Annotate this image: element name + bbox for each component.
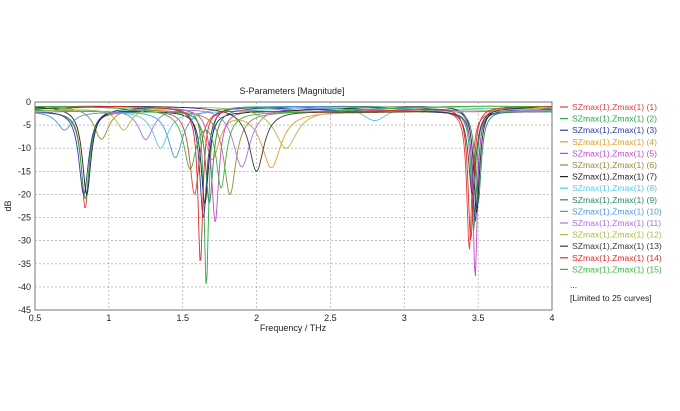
plot-area: [34, 101, 553, 311]
legend-entry: SZmax(1),Zmax(1) (8): [572, 183, 657, 193]
series-curve-11: [35, 108, 552, 168]
legend-entry: SZmax(1),Zmax(1) (10): [572, 206, 662, 216]
x-tick-label: 2.5: [324, 313, 337, 323]
x-tick-label: 2: [254, 313, 259, 323]
legend-entry: SZmax(1),Zmax(1) (11): [572, 218, 661, 228]
series-curve-9: [35, 105, 552, 205]
legend-entry: SZmax(1),Zmax(1) (15): [572, 264, 662, 274]
legend-entry: SZmax(1),Zmax(1) (5): [572, 148, 657, 158]
legend-entry: SZmax(1),Zmax(1) (7): [572, 172, 657, 182]
legend-entry: SZmax(1),Zmax(1) (1): [572, 102, 657, 112]
y-axis-label: dB: [3, 200, 13, 211]
x-tick-label: 3.5: [472, 313, 485, 323]
series-curve-4: [35, 106, 552, 169]
x-tick-label: 1: [106, 313, 111, 323]
legend-entry: SZmax(1),Zmax(1) (6): [572, 160, 657, 170]
y-tick-label: -25: [18, 213, 31, 223]
series-curve-12: [35, 106, 552, 149]
y-tick-label: -45: [18, 305, 31, 315]
y-tick-label: -15: [18, 166, 31, 176]
y-tick-label: -5: [23, 120, 31, 130]
x-tick-label: 4: [549, 313, 554, 323]
y-tick-label: -20: [18, 189, 31, 199]
y-tick-label: 0: [26, 97, 31, 107]
legend-entry: SZmax(1),Zmax(1) (13): [572, 241, 662, 251]
x-tick-label: 1.5: [176, 313, 189, 323]
series-curve-14: [35, 105, 552, 262]
legend-entry: SZmax(1),Zmax(1) (2): [572, 114, 657, 124]
series-curve-15: [35, 105, 552, 190]
curves: [35, 105, 552, 285]
legend-entry: SZmax(1),Zmax(1) (14): [572, 253, 662, 263]
y-tick-label: -35: [18, 259, 31, 269]
legend-entry: SZmax(1),Zmax(1) (3): [572, 125, 657, 135]
legend-note: [Limited to 25 curves]: [570, 293, 652, 303]
y-tick-label: -30: [18, 236, 31, 246]
y-tick-label: -10: [18, 143, 31, 153]
chart-title: S-Parameters [Magnitude]: [239, 86, 344, 96]
legend: SZmax(1),Zmax(1) (1) SZmax(1),Zmax(1) (2)…: [560, 102, 662, 274]
legend-more: ...: [570, 280, 577, 290]
legend-entry: SZmax(1),Zmax(1) (12): [572, 230, 662, 240]
x-axis-label: Frequency / THz: [260, 323, 327, 333]
legend-entry: SZmax(1),Zmax(1) (4): [572, 137, 657, 147]
x-tick-label: 0.5: [29, 313, 42, 323]
grid: [35, 102, 552, 310]
x-tick-label: 3: [402, 313, 407, 323]
axis-ticks: 0.5 1 1.5 2 2.5 3 3.5 4 0 -5 -10 -15 -20 -25 -30 -35 -40…: [18, 97, 555, 323]
legend-entry: SZmax(1),Zmax(1) (9): [572, 195, 657, 205]
y-tick-label: -40: [18, 282, 31, 292]
